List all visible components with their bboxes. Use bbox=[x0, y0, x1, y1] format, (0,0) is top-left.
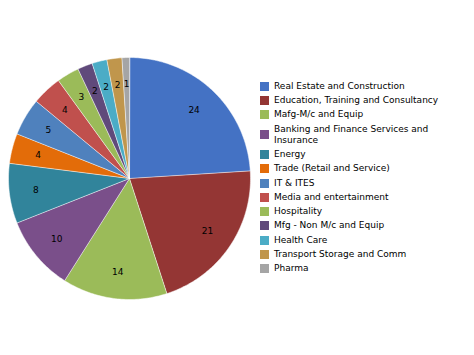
svg-text:14: 14 bbox=[112, 267, 124, 277]
html-text:Banking and Finance Services a: Banking and Finance Services and Insuran… bbox=[274, 123, 429, 145]
html-text:Mafg-M/c and Equip: Mafg-M/c and Equip bbox=[274, 109, 364, 120]
svg-text:21: 21 bbox=[202, 226, 213, 236]
svg-text:10: 10 bbox=[51, 233, 63, 243]
html-text:Trade (Retail and Service): Trade (Retail and Service) bbox=[274, 163, 390, 174]
html-text:Hospitality: Hospitality bbox=[274, 206, 323, 216]
html-text:Education, Training and Consul: Education, Training and Consultancy bbox=[274, 95, 439, 105]
svg-text:4: 4 bbox=[62, 104, 68, 114]
html-text:IT & ITES: IT & ITES bbox=[274, 177, 315, 188]
html-text:Pharma: Pharma bbox=[274, 263, 309, 273]
html-text:Mfg - Non M/c and Equip: Mfg - Non M/c and Equip bbox=[274, 220, 385, 231]
svg-text:2: 2 bbox=[92, 85, 98, 95]
svg-text:2: 2 bbox=[115, 79, 121, 89]
svg-text:5: 5 bbox=[45, 125, 51, 135]
html-text:Transport Storage and Comm: Transport Storage and Comm bbox=[274, 248, 407, 259]
html-text:Media and entertainment: Media and entertainment bbox=[274, 191, 389, 202]
svg-text:8: 8 bbox=[33, 185, 39, 195]
svg-text:24: 24 bbox=[188, 104, 200, 114]
svg-text:2: 2 bbox=[103, 81, 109, 91]
html-text:Energy: Energy bbox=[274, 149, 306, 159]
svg-text:3: 3 bbox=[79, 92, 85, 102]
html-text:Real Estate and Construction: Real Estate and Construction bbox=[274, 80, 405, 91]
html-text:Health Care: Health Care bbox=[274, 234, 328, 245]
svg-text:1: 1 bbox=[124, 79, 130, 89]
svg-text:4: 4 bbox=[35, 149, 41, 159]
